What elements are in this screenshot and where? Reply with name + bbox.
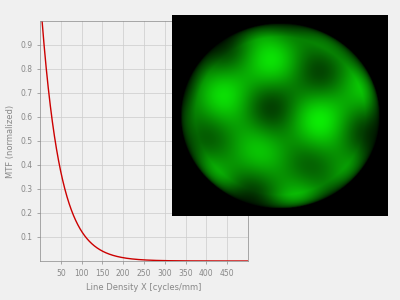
Y-axis label: MTF (normalized): MTF (normalized) [6,104,15,178]
X-axis label: Line Density X [cycles/mm]: Line Density X [cycles/mm] [86,283,202,292]
